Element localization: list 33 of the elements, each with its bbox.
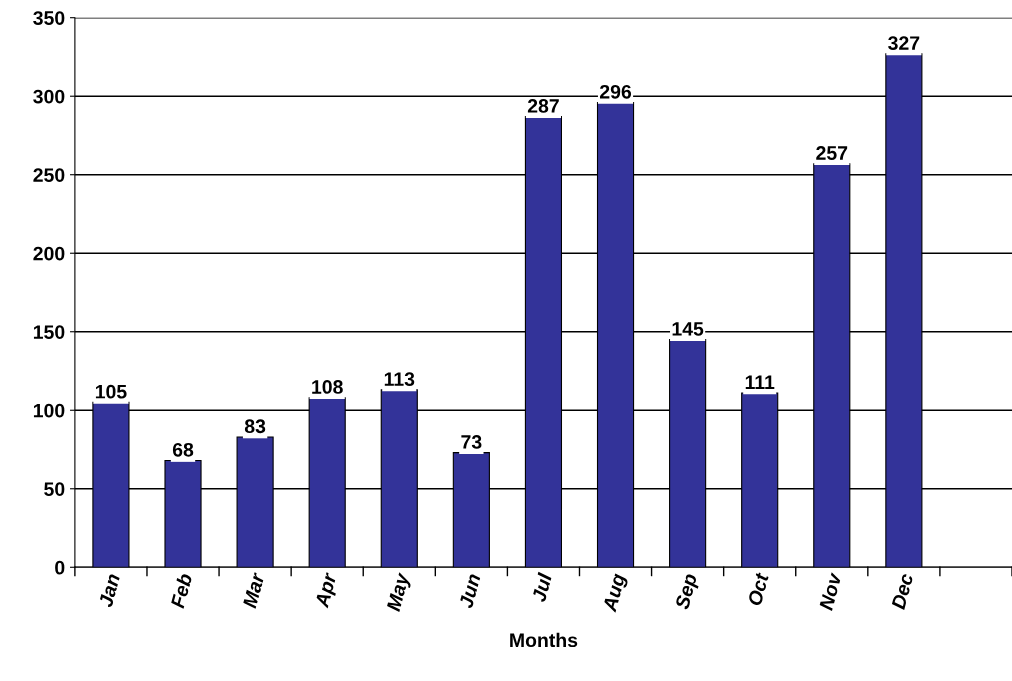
data-label: 296 xyxy=(599,84,632,99)
x-tick-label: Nov xyxy=(819,571,842,611)
data-label: 108 xyxy=(312,380,343,394)
x-tick-label: Sep xyxy=(674,572,701,612)
y-tick-label: 100 xyxy=(33,403,65,418)
x-tick-label: Jun xyxy=(458,573,481,609)
data-label: 287 xyxy=(527,99,559,113)
y-tick-label: 50 xyxy=(44,482,65,496)
y-tick-label: 300 xyxy=(33,89,65,104)
x-tick-label: Dec xyxy=(891,572,914,610)
data-label: 68 xyxy=(172,442,194,457)
data-label: 73 xyxy=(461,435,482,449)
y-tick-label: 350 xyxy=(33,11,65,25)
y-tick-label: 250 xyxy=(33,168,65,182)
y-tick-label: 150 xyxy=(33,325,65,339)
data-label: 145 xyxy=(672,322,704,336)
x-tick-label: May xyxy=(386,571,414,614)
x-tick-label: Aug xyxy=(602,572,630,614)
y-tick-label: 200 xyxy=(33,246,65,261)
data-label: 327 xyxy=(888,36,920,50)
x-axis-title: Months xyxy=(510,632,578,648)
x-tick-label: Feb xyxy=(169,572,193,609)
x-tick-label: Mar xyxy=(242,571,265,609)
x-tick-label: Oct xyxy=(747,571,770,607)
x-tick-label: Apr xyxy=(314,571,341,610)
y-tick-label: 0 xyxy=(55,560,65,575)
data-label: 105 xyxy=(95,384,127,399)
x-tick-label: Jul xyxy=(531,571,553,603)
data-label: 83 xyxy=(244,419,266,434)
x-tick-label: Jan xyxy=(98,573,121,608)
data-label: 111 xyxy=(745,375,775,389)
data-label: 113 xyxy=(384,372,415,387)
data-label: 257 xyxy=(816,146,848,160)
